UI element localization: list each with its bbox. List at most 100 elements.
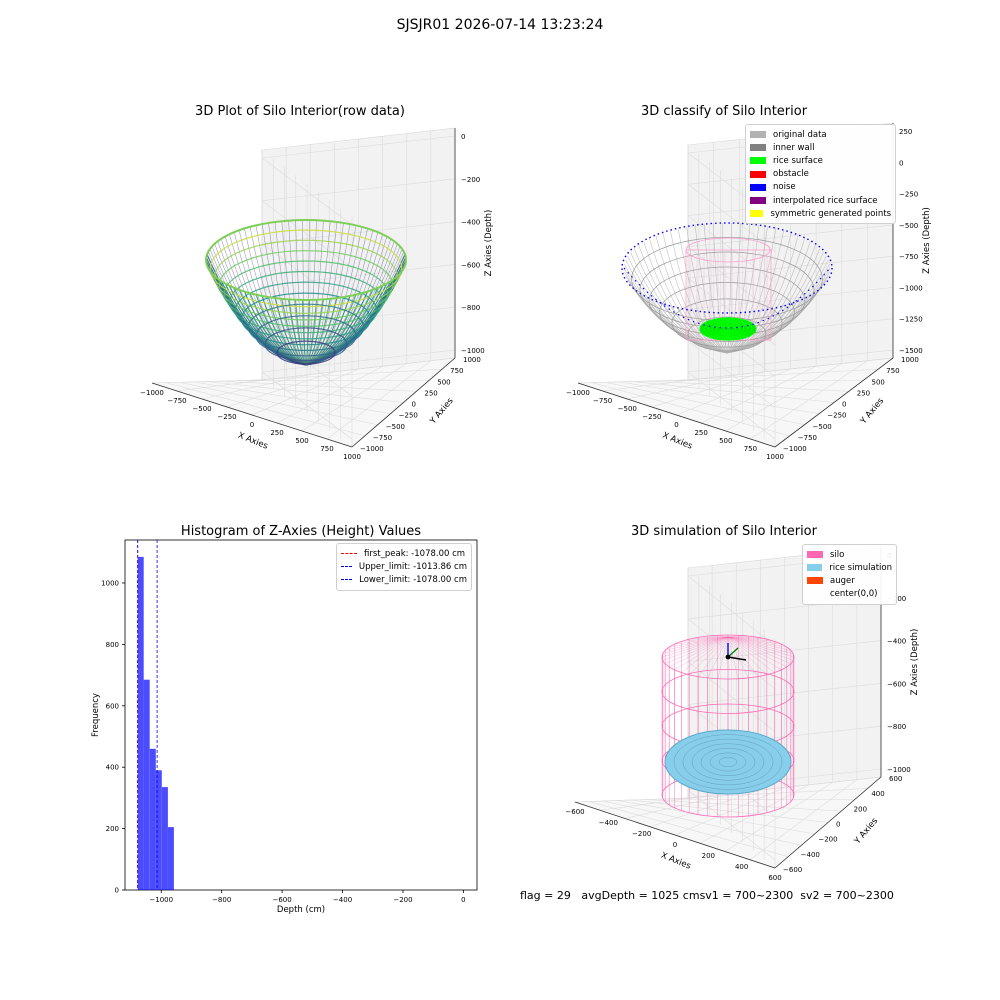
y-tick-label: −750 — [373, 434, 392, 442]
original-data-meridian — [703, 224, 728, 354]
original-data-meridian — [726, 244, 816, 354]
x-axis-line — [151, 382, 353, 448]
original-data-meridian — [712, 223, 728, 354]
original-data-meridian — [670, 230, 728, 354]
y-tick-label: −750 — [798, 434, 817, 442]
bowl-meridian — [305, 241, 395, 366]
x-tick-label: −1000 — [149, 896, 173, 904]
silo-roof-wire — [727, 636, 787, 648]
x-tick-label: 250 — [270, 429, 283, 437]
z-tick-label: −750 — [899, 253, 918, 261]
y-tick-label: 600 — [106, 702, 119, 710]
legend-item: interpolated rice surface — [750, 194, 891, 207]
x-axis-line — [574, 801, 776, 869]
grid-line — [687, 349, 894, 373]
x-tick-label: 0 — [674, 421, 678, 429]
z-tick-label: −400 — [887, 638, 906, 646]
grid-line — [261, 357, 456, 381]
x-tick-label: −400 — [599, 819, 618, 827]
simulation-legend: silo rice simulation auger center(0,0) — [802, 544, 897, 605]
rice-surface-point-ring — [707, 320, 749, 338]
x-tick-label: −400 — [333, 896, 352, 904]
x-tick-label: −1000 — [566, 389, 590, 397]
original-data-meridian — [677, 228, 728, 354]
original-data-meridian — [726, 238, 805, 354]
rice-mesh-ring — [709, 752, 747, 772]
original-data-meridian — [649, 238, 728, 354]
legend-swatch — [807, 591, 823, 598]
silo-roof-wire — [727, 636, 795, 658]
histogram-title: Histogram of Z-Axies (Height) Values — [180, 524, 422, 539]
grid-line — [687, 683, 882, 705]
legend-swatch — [750, 183, 766, 191]
plot-frame — [124, 539, 478, 891]
x-tick-label: 500 — [295, 437, 308, 445]
x-tick-label: 1000 — [343, 453, 361, 461]
z-tick-label: 0 — [899, 159, 903, 167]
y-tick-label: 200 — [854, 805, 867, 813]
grid-line — [687, 776, 882, 799]
raw-plot-title: 3D Plot of Silo Interior(row data) — [195, 104, 405, 119]
grid-line — [700, 365, 817, 424]
y-axis-label: Y Axies — [858, 396, 886, 427]
bowl-meridian — [305, 225, 357, 366]
inner-wall-ring — [671, 298, 783, 348]
grid-line — [687, 255, 894, 279]
x-tick-label: 0 — [250, 421, 254, 429]
z-tick-label: −1000 — [899, 284, 923, 292]
bowl-contour — [247, 303, 365, 351]
grid-line — [687, 575, 776, 647]
y-tick-label: 200 — [106, 825, 119, 833]
original-data-meridian — [726, 230, 784, 354]
y-tick-label: −400 — [801, 851, 820, 859]
z-axis-label: Z Axies (Depth) — [910, 629, 920, 696]
y-tick-label: −500 — [813, 423, 832, 431]
grid-line — [687, 357, 894, 381]
histogram-legend: first_peak: -1078.00 cm Upper_limit: -10… — [336, 543, 472, 591]
legend-item: noise — [750, 181, 891, 194]
x-axis-label: Depth (cm) — [277, 905, 325, 915]
histogram-bar — [143, 679, 150, 890]
legend-item: Upper_limit: -1013.86 cm — [341, 560, 467, 573]
y-tick-label: 250 — [424, 389, 437, 397]
silo-roof-wire — [727, 636, 787, 668]
histogram-bar — [161, 787, 168, 890]
z-tick-label: −400 — [461, 219, 480, 227]
grid-line — [660, 379, 864, 382]
y-tick-label: 750 — [886, 367, 899, 375]
grid-line — [261, 178, 456, 202]
x-axis-label: X Axies — [659, 851, 692, 872]
rice-mesh-ring — [700, 748, 756, 776]
y-axis-line — [774, 357, 894, 448]
silo-roof-wire — [727, 636, 794, 654]
y-tick-label: −250 — [827, 412, 846, 420]
rice-mesh-ring — [691, 743, 765, 781]
bowl-meridian — [305, 221, 338, 366]
silo-ring — [661, 634, 795, 680]
x-tick-label: 400 — [735, 863, 748, 871]
silo-roof-wire — [662, 636, 729, 661]
inner-wall-ring — [687, 316, 767, 352]
rice-surface-point-ring — [703, 319, 753, 340]
classify-3d-plot: 2500−250−500−750−1000−1250−1500−1000−750… — [566, 122, 932, 461]
classify-legend: original data inner wall rice surface ob… — [745, 124, 896, 225]
grid-line — [632, 381, 835, 403]
status-line: flag = 29 avgDepth = 1025 cmsv1 = 700~23… — [520, 889, 894, 902]
grid-line — [301, 363, 407, 432]
legend-item: symmetric generated points — [750, 207, 891, 220]
bowl-meridian — [295, 220, 307, 366]
z-axis-label: Z Axies (Depth) — [922, 207, 932, 274]
grid-line — [659, 798, 855, 801]
bowl-meridian — [305, 226, 363, 366]
bowl-meridian — [305, 228, 368, 366]
grid-line — [687, 287, 894, 310]
x-tick-label: −750 — [593, 397, 612, 405]
silo-roof-wire — [727, 636, 791, 651]
x-tick-label: 750 — [744, 445, 757, 453]
grid-line — [276, 365, 383, 424]
x-tick-label: −600 — [565, 808, 584, 816]
grid-line — [261, 221, 456, 244]
rice-mesh-ring — [682, 738, 774, 786]
legend-item: rice simulation — [807, 561, 892, 574]
bowl-contour — [264, 327, 348, 362]
